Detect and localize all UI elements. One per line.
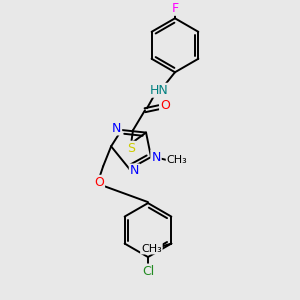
Text: HN: HN <box>150 84 168 97</box>
Text: CH₃: CH₃ <box>167 155 188 165</box>
Text: Cl: Cl <box>142 265 154 278</box>
Text: N: N <box>130 164 139 178</box>
Text: F: F <box>171 2 178 15</box>
Text: O: O <box>94 176 104 189</box>
Text: N: N <box>112 122 121 134</box>
Text: S: S <box>127 142 135 155</box>
Text: O: O <box>160 99 170 112</box>
Text: N: N <box>151 151 161 164</box>
Text: CH₃: CH₃ <box>141 244 162 254</box>
